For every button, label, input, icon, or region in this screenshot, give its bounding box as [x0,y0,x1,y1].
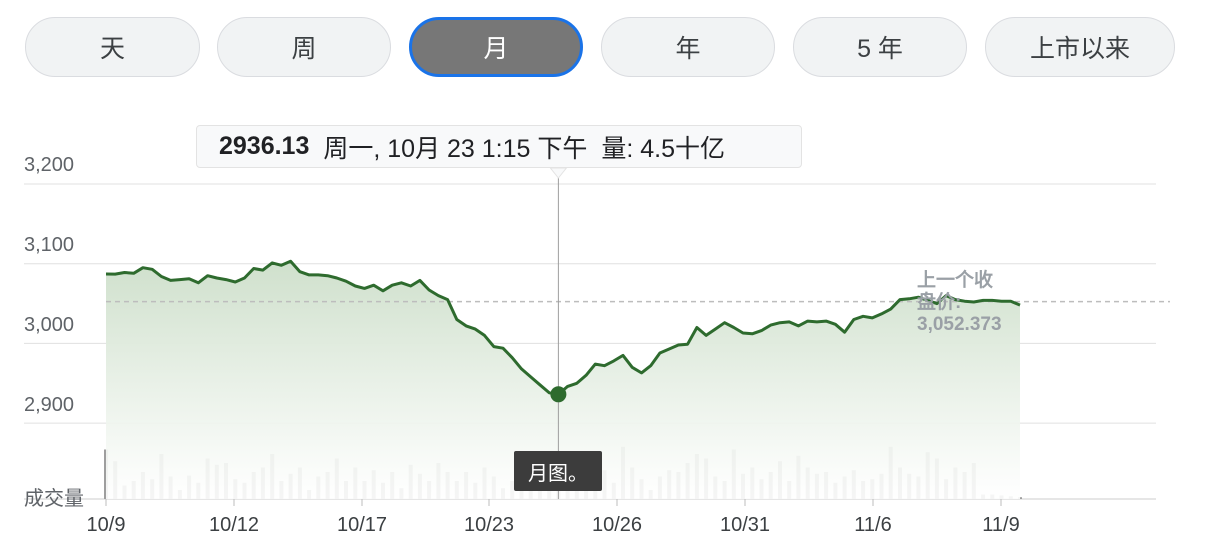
tooltip-value: 2936.13 [219,132,310,160]
y-tick-label: 3,000 [24,314,75,336]
x-tick-label: 10/23 [463,514,515,536]
tab-week[interactable]: 周 [217,17,391,77]
previous-close-label: 上一个收 盘价: 3,052.373 [917,270,1015,336]
previous-close-label-line2: 盘价: [917,292,962,313]
tooltip-pointer [549,167,568,179]
previous-close-value: 3,052.373 [917,314,1002,335]
x-tick-label: 10/9 [86,514,126,536]
tab-day[interactable]: 天 [25,17,200,77]
previous-close-label-line1: 上一个收 [917,270,994,291]
tab-year[interactable]: 年 [601,17,775,77]
tooltip-datetime: 周一, 10月 23 1:15 下午 [323,134,588,163]
tab-month[interactable]: 月 [409,17,583,77]
x-tick-label: 10/26 [591,514,643,536]
x-tick-label: 10/17 [336,514,388,536]
x-tick-label: 11/6 [854,514,892,536]
tab-max[interactable]: 上市以来 [985,17,1175,77]
x-tick-label: 11/9 [982,514,1020,536]
tooltip-volume: 量: 4.5十亿 [601,134,726,163]
y-tick-label: 3,100 [24,234,75,256]
y-tick-label: 2,900 [24,394,75,416]
hover-tooltip: 2936.13 周一, 10月 23 1:15 下午 量: 4.5十亿 [196,125,802,168]
x-tick-label: 10/31 [719,514,771,536]
period-tabs: 天 周 月 年 5 年 上市以来 [0,0,1214,90]
highlight-point [550,386,567,403]
volume-axis-label: 成交量 [24,488,84,510]
price-area-fill [106,261,1020,499]
price-area [106,261,1020,499]
chart-caption: 月图。 [514,451,602,491]
y-tick-label: 3,200 [24,154,75,176]
tab-5year[interactable]: 5 年 [793,17,967,77]
crosshair [549,167,568,499]
x-axis-ticks [105,499,1002,506]
highlight-marker [550,386,567,403]
x-tick-label: 10/12 [208,514,260,536]
